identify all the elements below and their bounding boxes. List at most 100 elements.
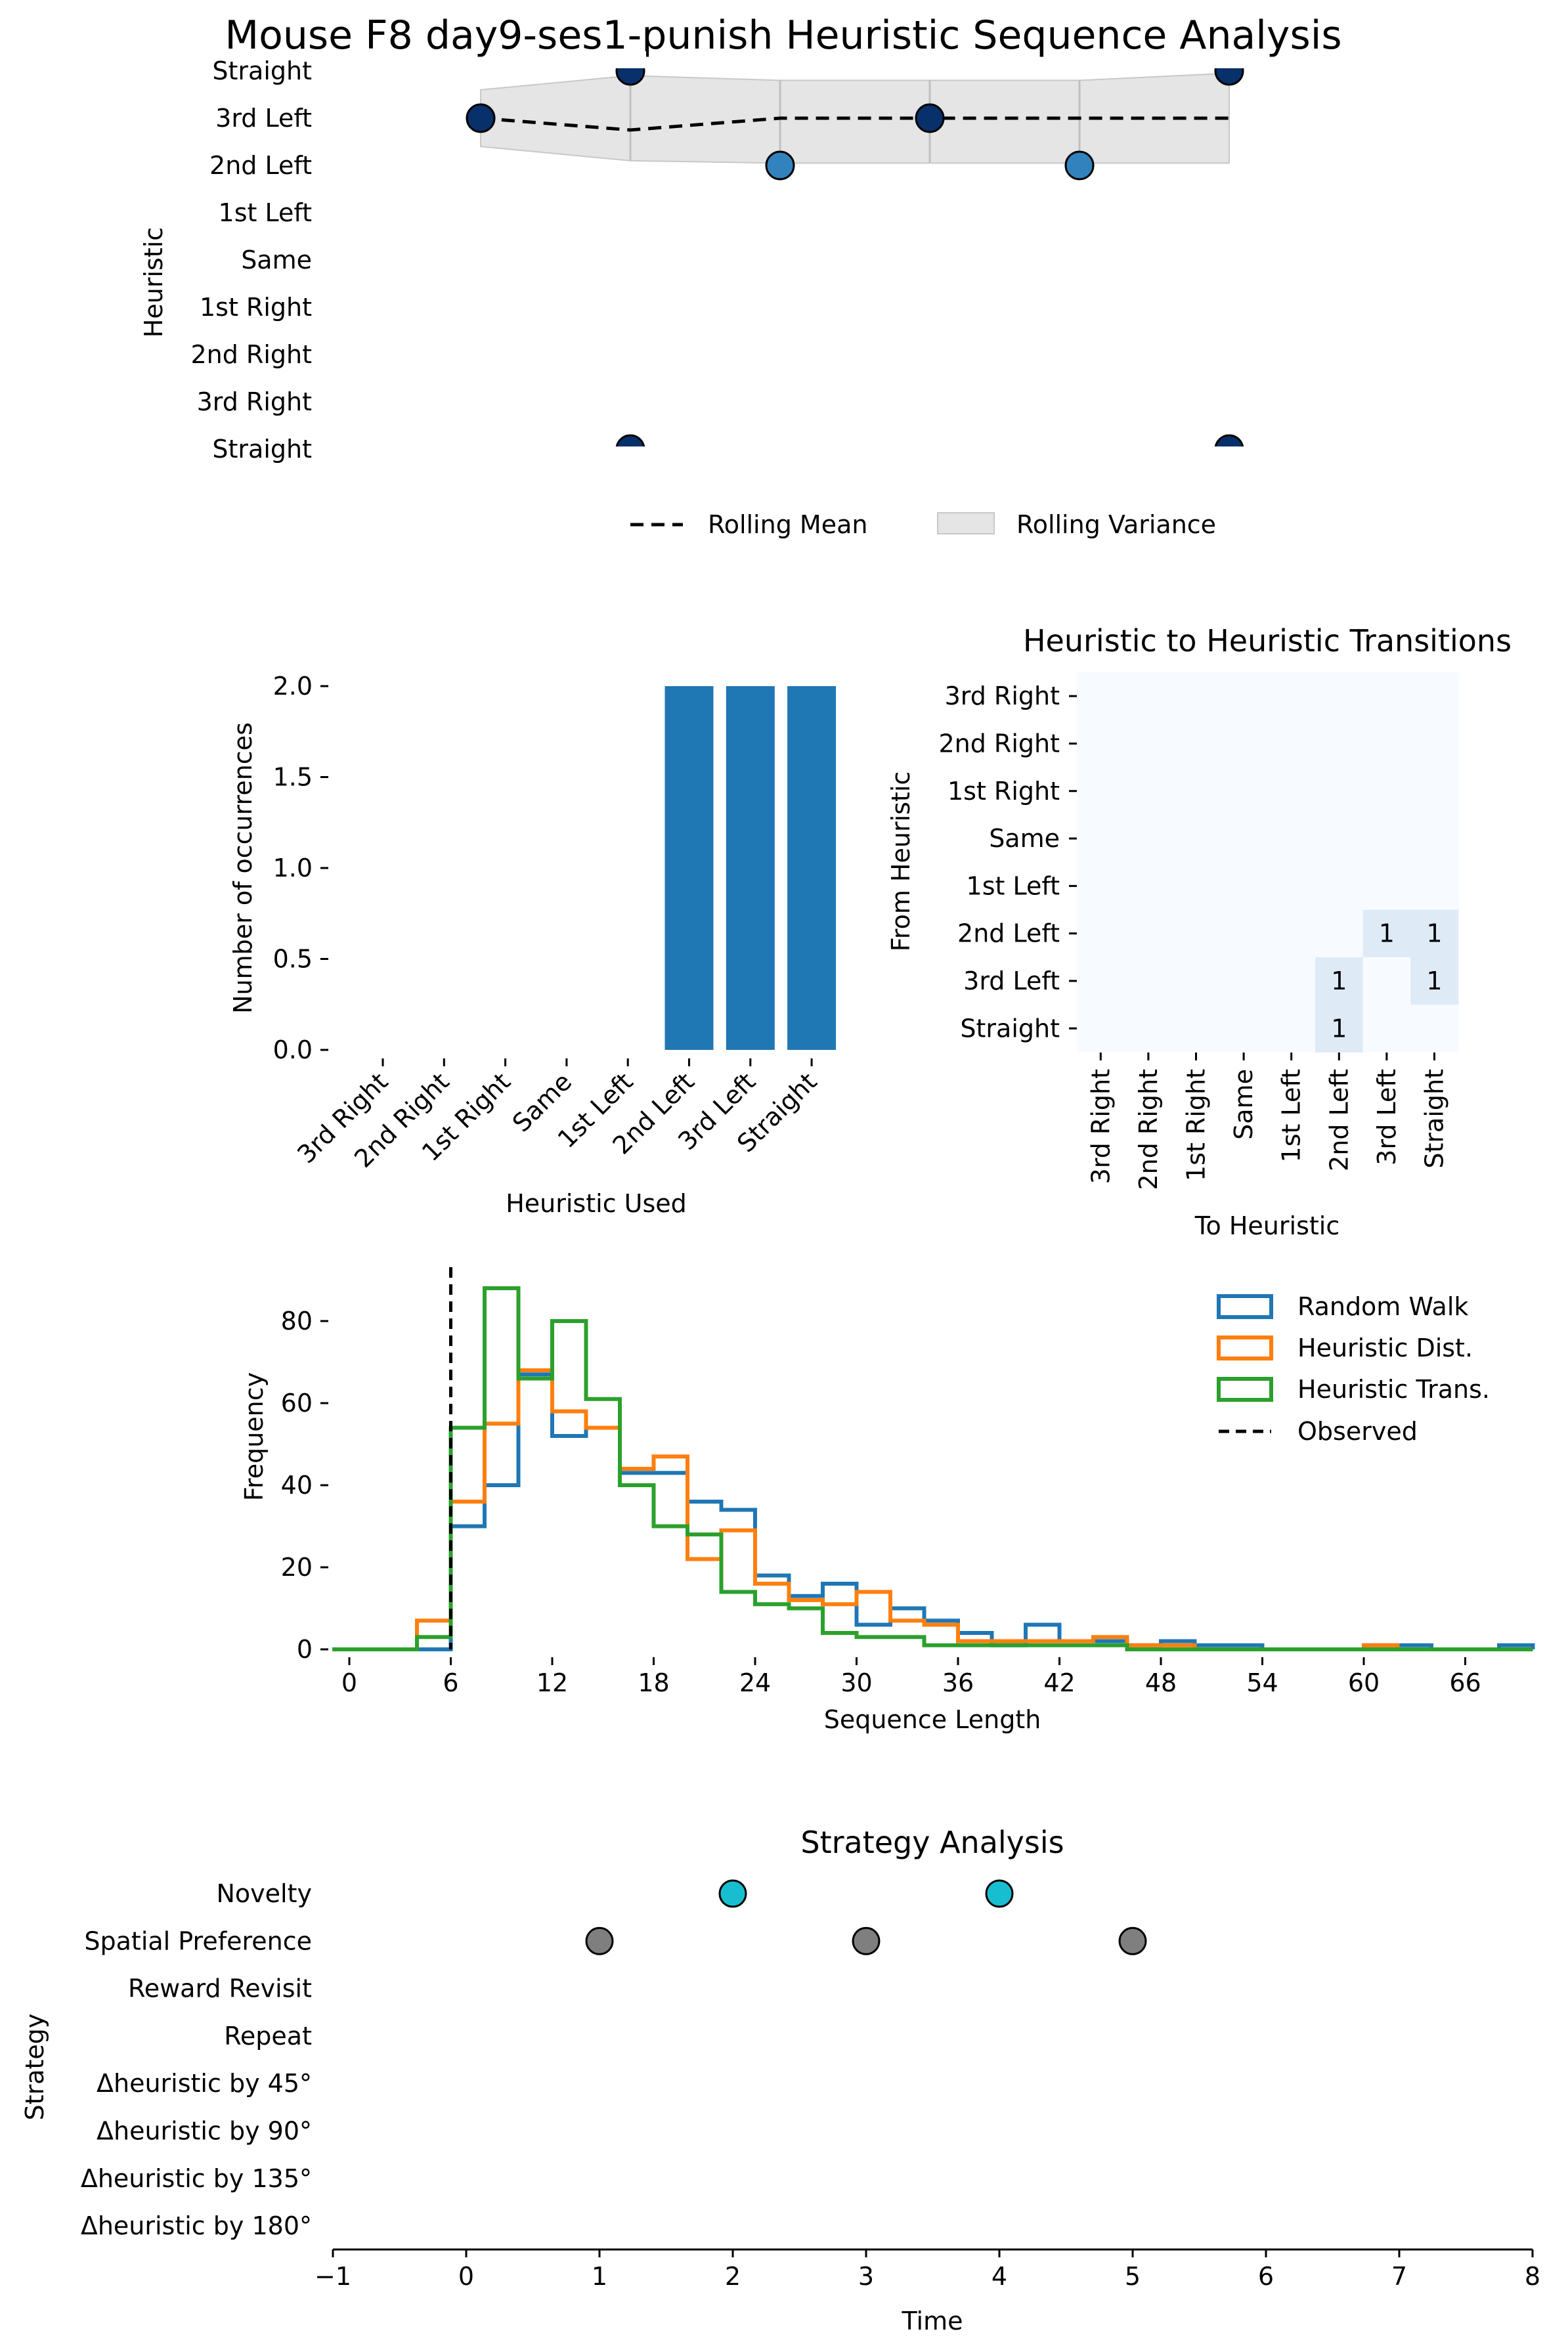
histogram-step-line [332,1368,1533,1651]
heatmap-cell [1267,1005,1316,1053]
heuristic-tick-label: 2nd Left [209,151,312,180]
strategy-points [585,1879,1147,1955]
strategy-panel: Strategy Analysis Novelty Spatial Prefere… [20,1825,1540,2335]
heatmap-y-axis-label: From Heuristic [886,771,915,952]
point-clip-mask [615,446,646,466]
heuristic-tick-label: Straight [212,435,312,464]
heatmap-col-labels: 3rd Right 2nd Right 1st Right Same 1st Left 2… [1086,1053,1449,1190]
heatmap-cell [1362,909,1411,958]
heatmap-cell [1315,814,1364,863]
legend-heuristic-trans-swatch [1217,1377,1273,1402]
histogram-y-axis-label: Frequency [240,1372,269,1501]
legend-rolling-variance-label: Rolling Variance [1016,510,1216,539]
strategy-point [718,1879,747,1908]
heatmap-cell [1077,909,1125,958]
strategy-x-tick-label: 0 [458,2262,474,2291]
strategy-x-axis-label: Time [902,2307,963,2335]
histogram-y-tick-label: 0 [297,1635,313,1664]
strategy-tick-labels: Novelty Spatial Preference Reward Revisit R… [81,1879,312,2240]
heatmap-cell [1124,720,1173,768]
heuristic-tick-label: 2nd Right [190,340,312,369]
bar-y-tick-label: 2.0 [273,672,313,701]
legend-rolling-variance-swatch [937,512,995,534]
histogram-x-tick-label: 36 [942,1668,974,1697]
heatmap-col-label: 3rd Left [1372,1069,1401,1165]
strategy-tick-label: Δheuristic by 180° [81,2211,312,2240]
heuristic-tick-label: 1st Left [219,198,312,227]
heatmap-cell [1219,1005,1268,1053]
heatmap-cell [1077,720,1125,768]
strategy-tick-label: Spatial Preference [84,1926,312,1955]
heatmap-title: Heuristic to Heuristic Transitions [1023,623,1512,659]
strategy-x-tick-label: 8 [1525,2262,1540,2291]
histogram-x-tick-label: 48 [1145,1668,1177,1697]
heatmap-cell [1172,957,1221,1005]
bar-x-axis-label: Heuristic Used [506,1189,687,1218]
heatmap-cell [1362,957,1411,1005]
heatmap-cell [1267,814,1316,863]
heatmap-cell [1172,767,1221,815]
heatmap-col-label: 3rd Right [1086,1069,1115,1184]
heatmap-cell [1077,767,1125,815]
heatmap-cell [1219,814,1268,863]
heatmap-row-label: 1st Right [947,777,1060,806]
heatmap-cell [1172,1005,1221,1053]
strategy-tick-label: Repeat [224,2022,312,2051]
heatmap-row-label: 2nd Left [957,919,1060,948]
heatmap-cell [1124,862,1173,911]
figure-title: Mouse F8 day9-ses1-punish Heuristic Sequ… [225,12,1341,58]
histogram-x-tick-label: 18 [638,1668,669,1697]
heuristic-tick-label: Straight [212,56,312,85]
heatmap-cell [1172,862,1221,911]
heuristic-point [765,150,795,181]
heatmap-row-label: Same [989,824,1060,853]
strategy-y-axis-label: Strategy [20,2014,49,2121]
strategy-point [585,1926,614,1955]
heatmap-cell [1124,767,1173,815]
heatmap-cell [1219,767,1268,815]
bar [787,686,837,1050]
histogram-series [332,1286,1535,1651]
heatmap-cell [1410,767,1459,815]
histogram-y-tick-label: 40 [281,1471,313,1500]
heatmap-col-label: 2nd Left [1324,1069,1353,1171]
heatmap-panel: Heuristic to Heuristic Transitions 1 11 11… [886,623,1512,1240]
heatmap-cell [1172,814,1221,863]
heuristic-tick-label: 3rd Right [197,387,312,416]
heatmap-cell [1219,957,1268,1005]
histogram-x-tick-label: 60 [1348,1668,1380,1697]
strategy-point [1118,1926,1147,1955]
strategy-tick-label: Δheuristic by 45° [97,2069,312,2098]
heuristic-tick-label: Same [241,246,312,274]
histogram-x-tick-label: 24 [739,1668,771,1697]
strategy-x-tick-label: −1 [315,2262,351,2291]
heatmap-row-label: 2nd Right [938,729,1060,758]
heatmap-cell [1124,672,1173,720]
heatmap-cell-value: 1 [1331,1014,1347,1043]
heatmap-cell [1410,862,1459,911]
heatmap-cell [1315,862,1364,911]
heatmap-cell [1172,909,1221,958]
legend-random-walk-label: Random Walk [1297,1292,1468,1321]
heatmap-cell [1219,909,1268,958]
heatmap-cell [1410,1005,1459,1053]
histogram-y-tick-label: 20 [281,1553,313,1582]
strategy-point [985,1879,1014,1908]
heatmap-row-label: Straight [960,1014,1060,1043]
heatmap-col-label: 1st Right [1182,1069,1211,1181]
strategy-tick-label: Novelty [217,1879,313,1908]
heatmap-cell [1315,909,1364,958]
strategy-point [852,1926,881,1955]
heatmap-cell [1219,672,1268,720]
strategy-tick-label: Δheuristic by 90° [97,2117,312,2146]
heatmap-cell-value: 1 [1379,919,1395,948]
heatmap-cell [1315,720,1364,768]
strategy-x-tick-label: 7 [1391,2262,1407,2291]
sequence-y-axis-label: Heuristic [139,227,168,337]
heatmap-col-label: 1st Left [1277,1069,1306,1162]
heatmap-row-labels: 3rd Right 2nd Right 1st Right Same 1st Left 2… [938,682,1077,1043]
histogram-x-tick-label: 12 [536,1668,568,1697]
bar-y-tick-label: 0.5 [273,945,313,974]
